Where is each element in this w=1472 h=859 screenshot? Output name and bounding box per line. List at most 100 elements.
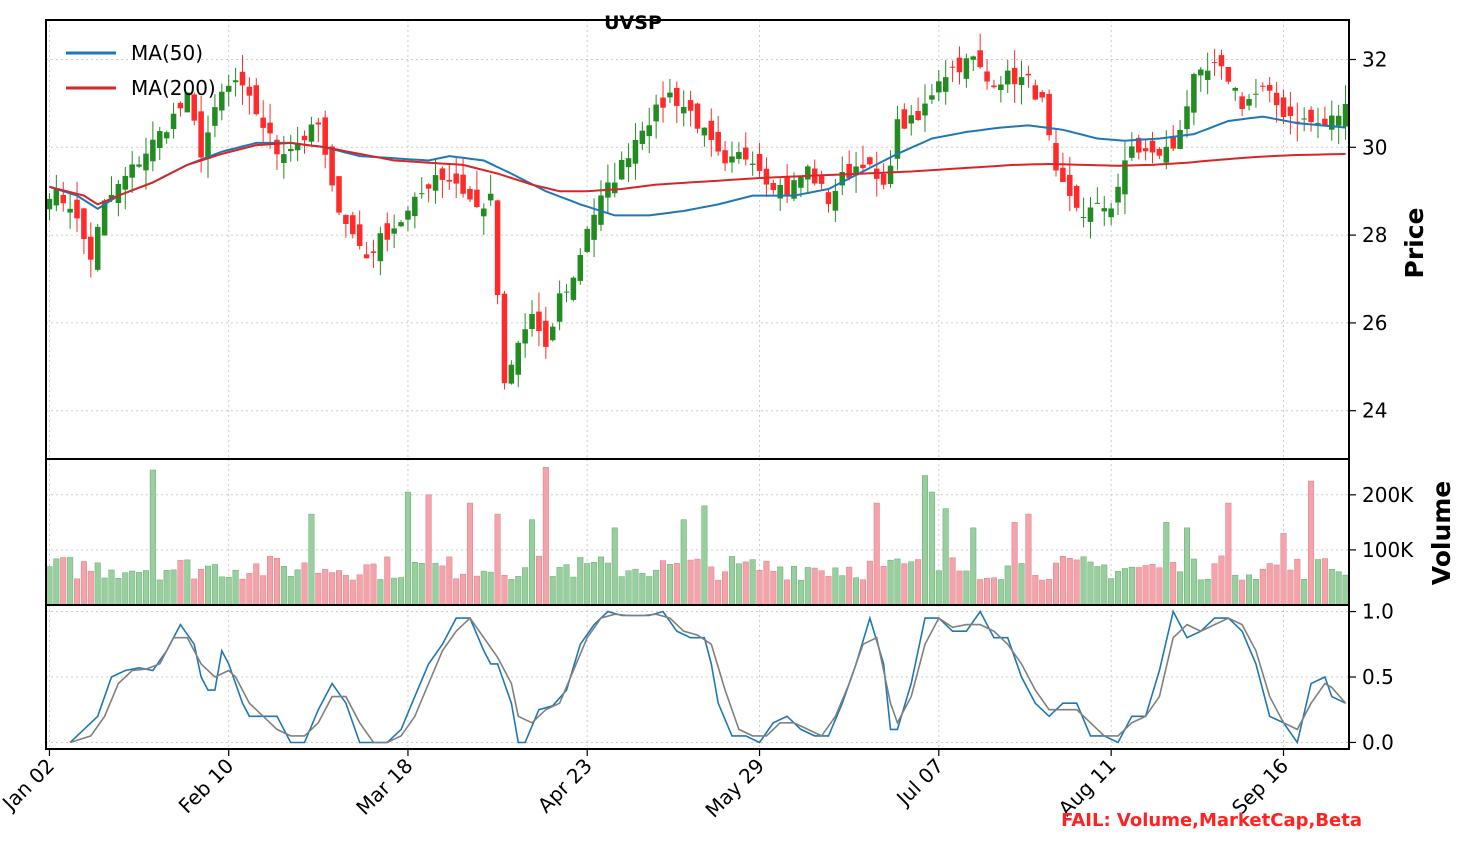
candle-body bbox=[798, 176, 804, 188]
volume-bar bbox=[632, 568, 639, 606]
candle-body bbox=[1053, 143, 1059, 171]
volume-bar bbox=[1239, 579, 1246, 606]
volume-bar bbox=[1115, 571, 1122, 606]
candle-body bbox=[418, 193, 425, 195]
candle-body bbox=[1280, 97, 1287, 117]
volume-bar bbox=[163, 570, 170, 606]
candle-body bbox=[74, 199, 80, 219]
volume-bar bbox=[280, 566, 287, 606]
volume-bar bbox=[115, 577, 122, 606]
stochastic-lines bbox=[69, 609, 1347, 745]
candle-body bbox=[901, 109, 908, 129]
volume-bar bbox=[956, 570, 963, 606]
candle-body bbox=[1198, 69, 1204, 76]
stoch-d-line bbox=[69, 613, 1347, 744]
volume-bar bbox=[1204, 578, 1211, 606]
volume-bar bbox=[942, 508, 949, 606]
volume-bar bbox=[604, 562, 611, 606]
volume-bar bbox=[846, 566, 853, 606]
volume-bar bbox=[1121, 568, 1128, 606]
candle-body bbox=[625, 158, 632, 168]
candle-body bbox=[915, 111, 921, 120]
volume-bar bbox=[322, 569, 329, 606]
candle-body bbox=[446, 179, 453, 182]
volume-bar bbox=[460, 573, 467, 606]
candle-body bbox=[1315, 122, 1321, 124]
candle-body bbox=[805, 166, 811, 180]
candle-body bbox=[674, 87, 680, 106]
candle-body bbox=[1129, 146, 1135, 158]
volume-bar bbox=[418, 563, 425, 606]
volume-bar bbox=[673, 563, 680, 606]
volume-bar bbox=[398, 577, 405, 606]
candle-body bbox=[494, 200, 501, 296]
legend: MA(50) MA(200) bbox=[66, 41, 216, 100]
candle-body bbox=[501, 293, 508, 384]
volume-bar bbox=[1177, 571, 1184, 606]
candle-body bbox=[515, 342, 522, 375]
volume-bar bbox=[480, 570, 487, 606]
volume-bar bbox=[963, 570, 970, 606]
candle-body bbox=[108, 194, 115, 199]
volume-bar bbox=[1232, 574, 1239, 606]
volume-bar bbox=[735, 563, 742, 606]
volume-bar bbox=[301, 562, 308, 606]
candle-body bbox=[680, 106, 687, 114]
volume-bar bbox=[122, 572, 129, 606]
candle-body bbox=[308, 124, 315, 142]
volume-bar bbox=[728, 556, 735, 606]
candle-body bbox=[701, 127, 708, 136]
volume-bar bbox=[784, 579, 791, 606]
volume-bar bbox=[694, 558, 701, 606]
volume-bar bbox=[570, 576, 577, 606]
candle-body bbox=[412, 196, 418, 217]
volume-bar bbox=[832, 567, 839, 606]
candle-body bbox=[474, 189, 480, 208]
candle-body bbox=[1046, 93, 1052, 136]
candle-body bbox=[612, 182, 618, 194]
candle-body bbox=[1032, 85, 1039, 100]
candle-body bbox=[653, 104, 659, 122]
candle-body bbox=[1301, 118, 1307, 120]
moving-average-layer bbox=[49, 115, 1346, 217]
volume-bar bbox=[294, 569, 301, 606]
candle-body bbox=[632, 139, 639, 164]
candle-body bbox=[439, 168, 446, 180]
candle-body bbox=[1232, 88, 1239, 91]
volume-bar bbox=[1218, 555, 1225, 606]
volume-bar bbox=[618, 576, 625, 606]
volume-bar bbox=[198, 568, 205, 606]
volume-bar bbox=[515, 576, 522, 606]
candle-body bbox=[1239, 96, 1245, 110]
volume-bar bbox=[797, 579, 804, 606]
candle-body bbox=[543, 320, 549, 347]
volume-bar bbox=[997, 579, 1004, 606]
candle-body bbox=[853, 166, 859, 176]
candle-body bbox=[743, 147, 749, 160]
candle-body bbox=[356, 224, 363, 246]
volume-bar bbox=[342, 575, 349, 606]
volume-bar bbox=[1170, 561, 1177, 606]
candle-body bbox=[143, 153, 149, 171]
candle-body bbox=[922, 103, 928, 116]
candle-body bbox=[956, 57, 963, 73]
price-tick-label: 24 bbox=[1362, 399, 1387, 423]
volume-bar bbox=[529, 519, 536, 606]
candle-body bbox=[1142, 148, 1149, 152]
candle-body bbox=[549, 326, 556, 341]
candle-body bbox=[281, 154, 287, 163]
candle-body bbox=[1342, 103, 1349, 127]
candle-body bbox=[949, 66, 956, 68]
candle-body bbox=[708, 120, 715, 140]
volume-bar bbox=[949, 557, 956, 606]
volume-bar bbox=[549, 576, 556, 606]
volume-bar bbox=[1142, 565, 1149, 606]
volume-bar bbox=[625, 570, 632, 606]
volume-bar bbox=[535, 555, 542, 606]
price-tick-label: 30 bbox=[1362, 135, 1387, 159]
volume-bar bbox=[205, 565, 212, 606]
volume-bar bbox=[894, 558, 901, 606]
candle-body bbox=[894, 119, 901, 159]
candle-body bbox=[294, 144, 301, 151]
volume-bar bbox=[432, 563, 439, 606]
